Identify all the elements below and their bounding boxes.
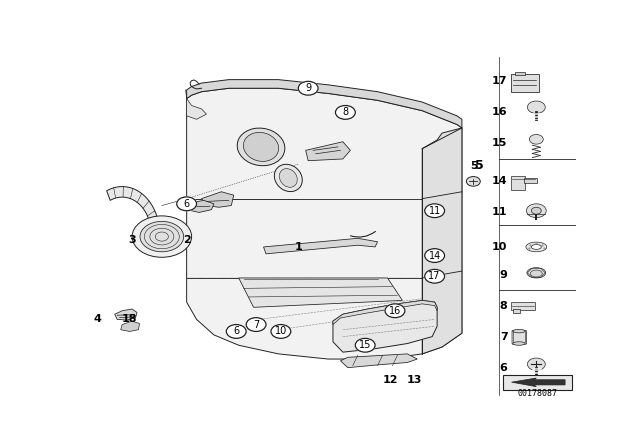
Circle shape (531, 207, 541, 214)
Circle shape (271, 324, 291, 338)
Circle shape (246, 318, 266, 332)
Circle shape (298, 82, 318, 95)
FancyBboxPatch shape (512, 331, 527, 344)
Ellipse shape (531, 245, 541, 250)
Ellipse shape (275, 164, 302, 192)
Ellipse shape (527, 267, 546, 278)
Circle shape (529, 134, 543, 144)
Circle shape (425, 204, 445, 218)
Text: 16: 16 (389, 306, 401, 316)
Text: 11: 11 (429, 206, 441, 216)
Text: 1: 1 (294, 242, 302, 252)
Circle shape (335, 105, 355, 119)
Ellipse shape (280, 168, 297, 187)
Text: 16: 16 (492, 108, 508, 117)
Polygon shape (115, 309, 137, 320)
Polygon shape (187, 99, 207, 119)
Bar (511, 74, 540, 92)
Circle shape (385, 304, 405, 318)
Polygon shape (239, 278, 403, 307)
Text: 8: 8 (500, 301, 508, 310)
Text: 18: 18 (122, 314, 138, 324)
Circle shape (140, 221, 184, 252)
Text: 17: 17 (492, 76, 508, 86)
Bar (524, 178, 537, 183)
Text: 15: 15 (359, 340, 371, 350)
Circle shape (425, 249, 445, 263)
Bar (502, 375, 572, 390)
Circle shape (527, 358, 545, 370)
Polygon shape (107, 186, 157, 223)
Text: 10: 10 (492, 242, 508, 252)
Polygon shape (202, 192, 234, 207)
Bar (511, 302, 535, 310)
Text: 7: 7 (253, 319, 259, 330)
Text: 17: 17 (428, 271, 441, 281)
Text: 6: 6 (233, 327, 239, 336)
Polygon shape (187, 80, 462, 128)
Text: 13: 13 (407, 375, 422, 385)
Circle shape (355, 338, 375, 352)
Circle shape (467, 177, 480, 186)
Text: 3: 3 (128, 235, 136, 245)
Circle shape (425, 269, 445, 283)
Text: 6: 6 (184, 199, 189, 209)
Ellipse shape (526, 242, 547, 252)
Circle shape (227, 324, 246, 338)
Polygon shape (333, 301, 437, 352)
Ellipse shape (243, 133, 278, 161)
Text: 11: 11 (492, 207, 508, 217)
Ellipse shape (513, 342, 525, 345)
Text: 5: 5 (475, 159, 484, 172)
Polygon shape (340, 354, 417, 368)
Text: 5: 5 (470, 161, 478, 171)
Text: 00178087: 00178087 (517, 389, 557, 398)
Circle shape (527, 101, 545, 113)
Ellipse shape (237, 128, 285, 166)
Bar (513, 309, 520, 313)
Circle shape (177, 197, 196, 211)
Text: 15: 15 (492, 138, 508, 148)
Text: 9: 9 (305, 83, 311, 93)
Text: 2: 2 (183, 235, 191, 245)
Bar (511, 176, 525, 190)
Circle shape (132, 216, 191, 257)
Text: 4: 4 (93, 314, 101, 324)
Ellipse shape (513, 329, 525, 333)
Polygon shape (121, 321, 140, 332)
Text: 8: 8 (342, 108, 348, 117)
Polygon shape (306, 142, 350, 161)
Text: 9: 9 (500, 270, 508, 280)
Text: 12: 12 (382, 375, 397, 385)
Text: 14: 14 (429, 250, 441, 261)
Polygon shape (333, 301, 437, 324)
Polygon shape (511, 378, 565, 387)
Polygon shape (264, 238, 378, 254)
Polygon shape (184, 200, 214, 212)
Circle shape (526, 204, 546, 218)
Text: 14: 14 (492, 177, 508, 186)
Text: 7: 7 (500, 332, 508, 342)
Text: 10: 10 (275, 327, 287, 336)
Polygon shape (187, 88, 462, 359)
Bar (515, 72, 525, 75)
Polygon shape (422, 128, 462, 354)
Ellipse shape (531, 270, 542, 277)
Text: 6: 6 (500, 363, 508, 373)
